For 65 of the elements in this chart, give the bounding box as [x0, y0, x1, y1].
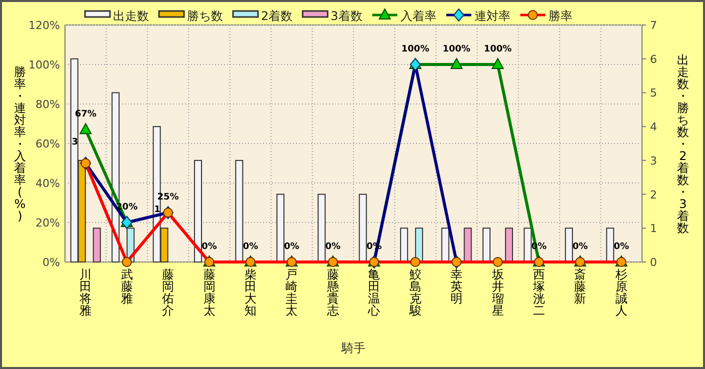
legend-label: 勝ち数 [187, 9, 223, 23]
data-label: 0% [614, 242, 630, 252]
bar [524, 228, 532, 262]
x-tick-label: 藤懸貴志 [326, 268, 339, 318]
x-tick-label: 西塚洸二 [532, 268, 545, 318]
y-tick-label: 100% [28, 58, 60, 72]
bar [318, 194, 326, 262]
legend-label: 3着数 [330, 9, 362, 23]
x-tick-label: 亀田温心 [367, 268, 380, 318]
y-tick-label: 120% [28, 19, 60, 32]
bar [415, 228, 424, 262]
data-label: 1 [154, 205, 160, 216]
bar [606, 228, 614, 262]
data-label: 100% [401, 44, 430, 54]
data-label: 0% [242, 242, 258, 252]
x-tick-label: 武藤雅 [120, 268, 133, 306]
y2-tick-label: 5 [650, 86, 657, 100]
y2-tick-label: 6 [650, 52, 657, 66]
data-label: 0% [325, 242, 341, 252]
bar [400, 228, 408, 262]
y2-tick-label: 2 [650, 188, 657, 202]
data-label: 100% [442, 44, 470, 54]
x-tick-label: 藤岡康太 [203, 268, 216, 318]
y2-tick-label: 1 [650, 222, 657, 236]
bar [276, 194, 284, 262]
bar [564, 228, 573, 262]
legend-label: 2着数 [261, 9, 293, 23]
y-tick-label: 20% [36, 216, 60, 230]
legend-label: 出走数 [113, 9, 149, 23]
x-tick-label: 柴田大知 [244, 268, 256, 318]
text: 出走数・勝ち数・2着数・3着数 [677, 53, 689, 236]
x-tick-label: 斎藤新 [574, 268, 586, 306]
x-tick-label: 鮫島克駿 [408, 268, 422, 318]
bar [358, 194, 367, 262]
y-tick-label: 40% [36, 177, 60, 190]
data-label: 0% [572, 242, 588, 252]
x-tick-label: 川田将雅 [78, 268, 92, 318]
y2-tick-label: 3 [650, 154, 657, 168]
x-tick-label: 杉原誠人 [614, 268, 628, 318]
y2-tick-label: 7 [650, 19, 657, 32]
data-label: 100% [484, 44, 512, 54]
legend-label: 勝率 [548, 9, 572, 23]
y2-tick-label: 4 [650, 120, 657, 134]
x-tick-label: 幸英明 [450, 268, 463, 306]
legend-label: 入着率 [400, 9, 436, 23]
y-tick-label: 0% [42, 256, 60, 269]
bar [505, 228, 513, 262]
legend-label: 連対率 [474, 9, 510, 23]
bar [482, 228, 490, 262]
text: 勝率・連対率・入着率(%) [14, 65, 26, 224]
bar [92, 228, 101, 262]
data-label: 0% [284, 242, 300, 252]
x-tick-label: 坂井瑠星 [490, 268, 504, 318]
bar [194, 160, 202, 262]
data-label: 0% [202, 242, 217, 252]
bar [441, 228, 450, 262]
x-axis-title: 騎手 [340, 341, 366, 355]
data-label: 3 [72, 137, 78, 148]
x-tick-label: 戸崎圭太 [286, 268, 298, 318]
y-tick-label: 60% [36, 138, 60, 150]
bar [235, 160, 244, 262]
bar [464, 228, 472, 262]
y-tick-label: 80% [36, 98, 60, 111]
y2-tick-label: 0 [650, 256, 657, 269]
x-tick-label: 藤岡佑介 [162, 268, 174, 318]
